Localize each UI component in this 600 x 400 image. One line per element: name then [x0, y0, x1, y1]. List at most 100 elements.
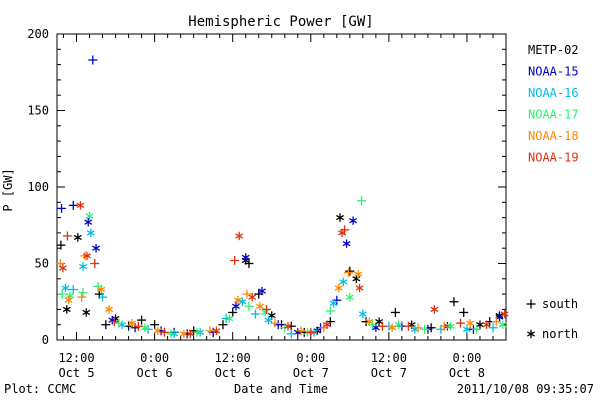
marker-stroke	[64, 297, 73, 303]
data-point-north	[248, 292, 257, 302]
data-point-north	[235, 231, 244, 241]
data-point-north	[86, 228, 95, 238]
marker-stroke	[97, 286, 106, 293]
marker-stroke	[355, 285, 364, 291]
data-point-north	[105, 305, 114, 314]
legend-marker-label: north	[542, 327, 578, 341]
data-point-north	[179, 329, 188, 339]
data-point-south	[218, 320, 228, 330]
data-point-south	[345, 266, 355, 276]
data-point-north	[82, 308, 91, 317]
data-point-north	[66, 291, 74, 300]
marker-stroke	[231, 303, 240, 310]
data-point-south	[357, 196, 367, 206]
y-tick-label: 50	[35, 257, 49, 271]
data-point-south	[68, 200, 78, 210]
data-points	[55, 55, 509, 339]
data-point-north	[62, 305, 71, 314]
data-point-south	[377, 321, 387, 331]
x-tick-date-label: Oct 5	[58, 366, 94, 380]
legend-entry: NOAA-15	[528, 65, 579, 79]
marker-stroke	[323, 322, 332, 328]
marker-stroke	[354, 271, 363, 277]
data-point-south	[420, 324, 430, 334]
data-point-north	[349, 216, 358, 225]
plot-frame	[56, 33, 507, 341]
data-point-north	[233, 296, 242, 305]
marker-stroke	[82, 253, 91, 259]
data-point-north	[186, 329, 195, 339]
marker-stroke	[388, 325, 397, 331]
footer-credit: Plot: CCMC	[4, 382, 76, 396]
y-tick-label: 100	[27, 180, 49, 194]
marker-stroke	[92, 245, 101, 251]
data-point-north	[140, 323, 149, 332]
marker-stroke	[476, 322, 484, 328]
data-point-north	[446, 322, 455, 331]
legend-entry: NOAA-18	[528, 129, 579, 143]
data-point-south	[62, 231, 72, 241]
x-tick-time-label: 0:00	[296, 351, 325, 365]
data-point-north	[258, 286, 266, 296]
marker-stroke	[495, 314, 504, 320]
data-point-north	[76, 201, 85, 210]
marker-stroke	[342, 240, 351, 247]
marker-stroke	[258, 288, 266, 294]
data-point-south	[344, 268, 354, 278]
data-point-south	[296, 326, 306, 336]
data-point-south	[114, 318, 124, 328]
data-point-north	[394, 320, 403, 329]
data-point-north	[342, 239, 351, 248]
y-tick-label: 150	[27, 104, 49, 118]
x-tick-date-label: Oct 7	[371, 366, 407, 380]
data-point-north	[358, 309, 367, 319]
data-point-north	[225, 314, 234, 323]
legend-entry: NOAA-17	[528, 108, 579, 122]
data-point-south	[449, 297, 459, 307]
data-point-south	[77, 292, 87, 302]
legend-marker-label: south	[542, 297, 578, 311]
data-point-north	[462, 325, 471, 334]
marker-stroke	[407, 322, 416, 328]
x-tick-date-label: Oct 8	[449, 366, 485, 380]
marker-stroke	[334, 285, 343, 291]
marker-stroke	[466, 320, 475, 326]
data-point-north	[466, 318, 475, 328]
marker-stroke	[482, 322, 491, 328]
data-point-north	[339, 277, 348, 287]
marker-stroke	[256, 303, 264, 310]
data-point-south	[250, 309, 260, 319]
marker-stroke	[225, 315, 234, 322]
marker-stroke	[349, 217, 358, 224]
data-point-north	[334, 283, 343, 293]
data-point-north	[127, 318, 136, 328]
data-point-north	[97, 285, 106, 294]
data-point-north	[482, 320, 491, 329]
data-point-south	[270, 318, 280, 328]
data-point-north	[476, 320, 484, 329]
data-point-north	[256, 302, 264, 311]
marker-stroke	[527, 331, 535, 337]
data-point-south	[101, 320, 111, 330]
data-point-north	[355, 283, 364, 293]
data-point-south	[459, 307, 469, 317]
data-point-south	[472, 324, 482, 334]
data-point-south	[109, 317, 119, 327]
marker-stroke	[79, 263, 87, 270]
legend: METP-02 NOAA-15 NOAA-16 NOAA-17 NOAA-18 NOAA-…	[526, 43, 579, 341]
data-point-north	[84, 217, 93, 227]
y-tick-label: 200	[27, 27, 49, 41]
marker-stroke	[430, 306, 439, 313]
data-point-south	[491, 317, 501, 327]
marker-stroke	[498, 322, 507, 328]
marker-stroke	[358, 311, 367, 317]
marker-stroke	[365, 318, 374, 325]
marker-stroke	[105, 306, 114, 313]
x-tick-date-label: Oct 6	[215, 366, 251, 380]
marker-stroke	[410, 326, 419, 332]
data-point-north	[498, 320, 507, 329]
data-point-south	[325, 306, 335, 316]
legend-entry: NOAA-19	[528, 151, 579, 165]
data-point-south	[230, 255, 240, 265]
